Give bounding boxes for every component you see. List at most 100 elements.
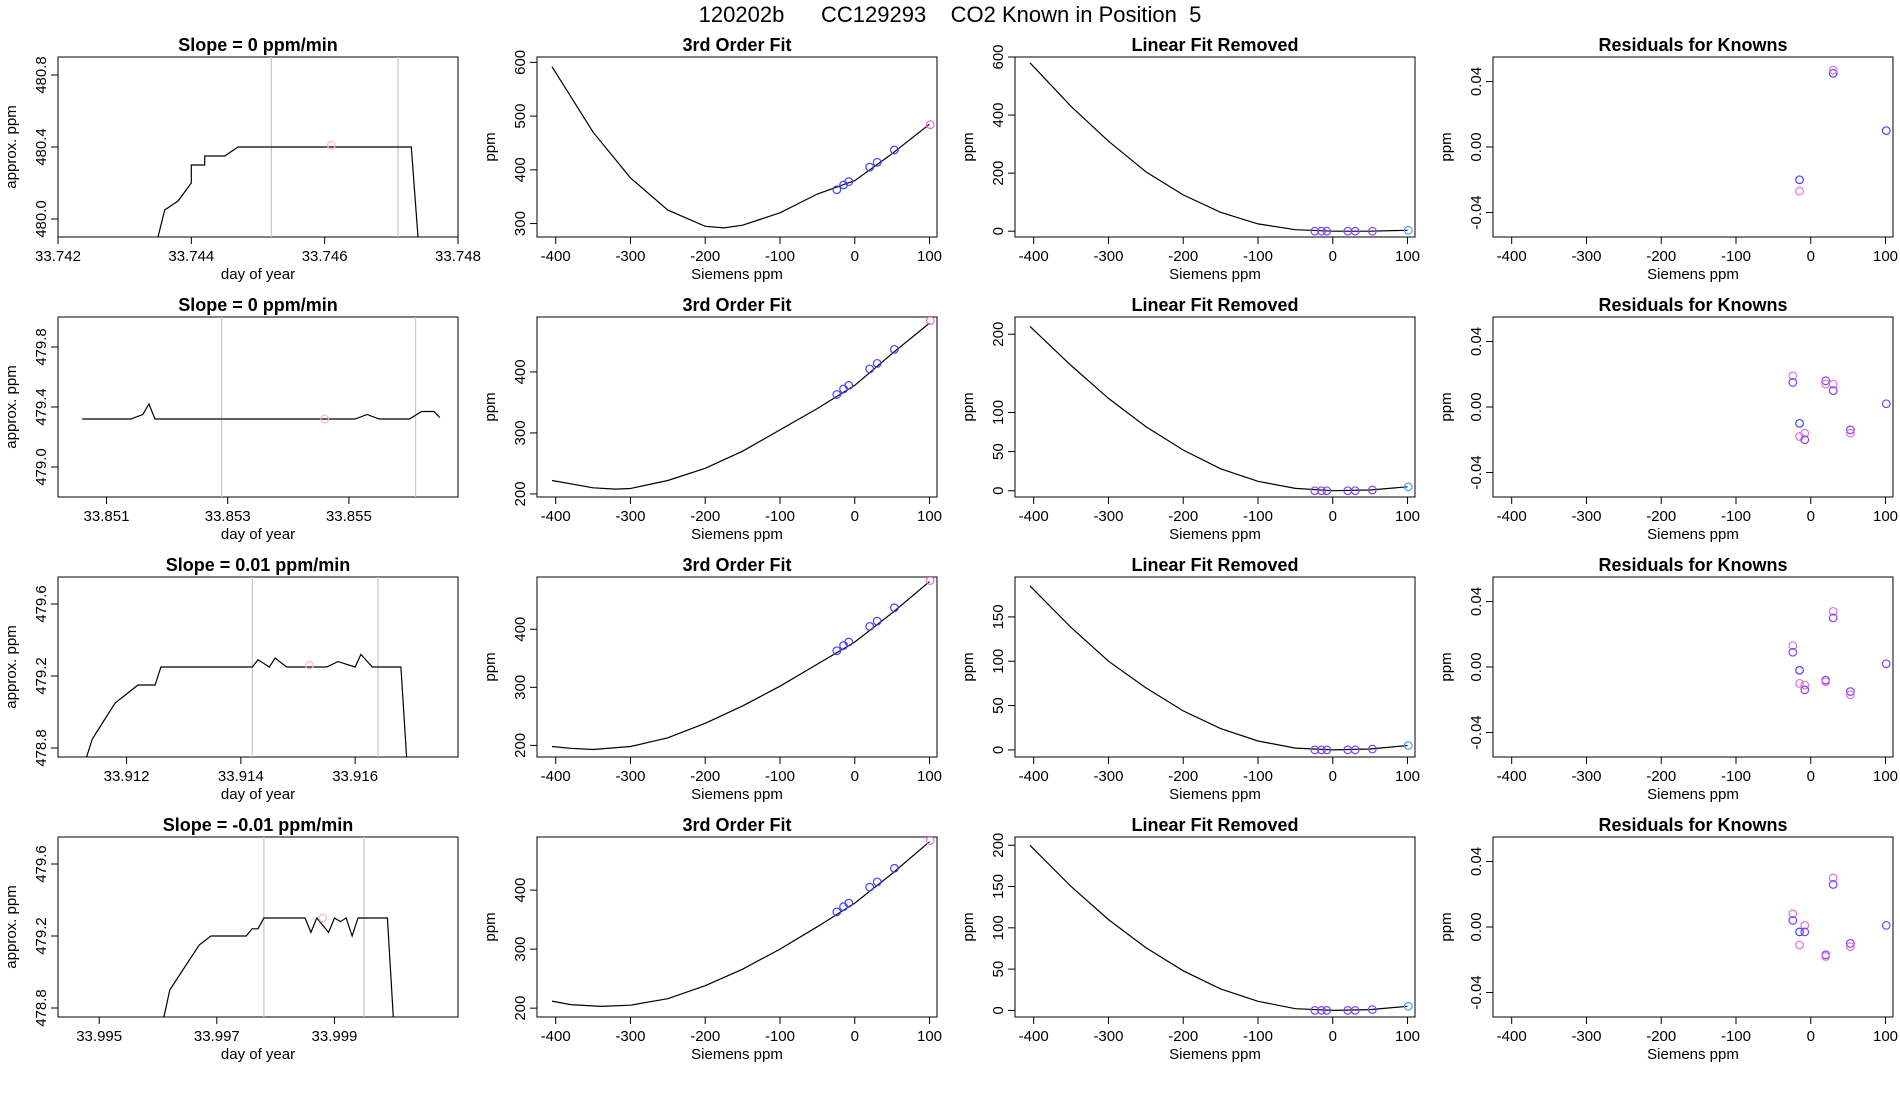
x-tick-label: -400 [541, 508, 571, 525]
x-tick-label: 33.997 [194, 1028, 240, 1045]
x-tick-label: -200 [1646, 768, 1676, 785]
panel-1: Slope = 0 ppm/min 33.742 33.744 33.746 33.74… [3, 35, 481, 283]
x-tick-label: -100 [1721, 768, 1751, 785]
x-tick-label: -300 [1571, 248, 1601, 265]
data-point [1800, 920, 1810, 930]
data-point [1322, 745, 1332, 755]
data-point [318, 913, 328, 923]
plot-area [551, 577, 935, 751]
data-point [1310, 1005, 1320, 1015]
data-point [1795, 927, 1804, 937]
panel-8: Residuals for Knowns -400 -300 -200 -100 0 100… [1438, 295, 1898, 543]
data-point [832, 185, 842, 195]
x-tick-label: -100 [1243, 1028, 1273, 1045]
y-axis-label: ppm [960, 652, 977, 681]
panel-title: Residuals for Knowns [1598, 815, 1787, 835]
y-tick-label: 200 [990, 833, 1007, 858]
data-point [1403, 1001, 1413, 1011]
y-tick-label: 480.4 [33, 128, 50, 166]
x-axis-label: day of year [221, 526, 295, 543]
panel-5: Slope = 0 ppm/min 33.851 33.853 33.855 479.0… [3, 295, 459, 543]
data-point [1845, 690, 1855, 700]
plot-frame [1014, 836, 1416, 1018]
y-tick-label: 400 [512, 617, 529, 642]
y-tick-label: 0.00 [1468, 132, 1485, 161]
data-point [1828, 386, 1838, 396]
panel-title: Slope = 0 ppm/min [178, 35, 338, 55]
x-tick-label: -300 [1571, 768, 1601, 785]
plot-area [551, 837, 935, 1008]
panel-title: Linear Fit Removed [1131, 815, 1298, 835]
y-tick-label: -0.04 [1468, 975, 1485, 1009]
y-tick-label: 50 [990, 697, 1007, 714]
data-point [844, 177, 854, 187]
plot-area [551, 317, 935, 490]
series-line [82, 402, 441, 420]
panel-title: Linear Fit Removed [1131, 35, 1298, 55]
plot-area [157, 57, 419, 237]
y-tick-label: 0 [990, 746, 1007, 754]
data-point [925, 577, 935, 585]
y-tick-label: 0.04 [1468, 327, 1485, 356]
data-point [1845, 428, 1855, 438]
y-tick-label: 479.2 [33, 917, 50, 955]
panel-title: 3rd Order Fit [682, 35, 791, 55]
x-tick-label: -100 [765, 248, 795, 265]
data-point [1788, 916, 1798, 925]
y-axis-label: ppm [1438, 652, 1455, 681]
x-tick-label: -300 [1093, 1028, 1123, 1045]
x-axis-label: Siemens ppm [1647, 266, 1739, 283]
data-point [1800, 680, 1810, 690]
x-tick-label: -200 [1168, 768, 1198, 785]
x-tick-label: 33.746 [302, 248, 348, 265]
data-point [1322, 1005, 1332, 1015]
x-tick-label: 33.855 [326, 508, 372, 525]
data-point [305, 660, 314, 670]
y-tick-label: 150 [990, 874, 1007, 899]
x-tick-label: -100 [1243, 768, 1273, 785]
data-point [1795, 665, 1804, 675]
panel-title: Residuals for Knowns [1598, 35, 1787, 55]
x-tick-label: 0 [851, 1028, 859, 1045]
panel-title: 3rd Order Fit [682, 295, 791, 315]
data-point [1317, 486, 1326, 496]
plot-area [1029, 325, 1413, 496]
series-line [1029, 62, 1408, 232]
x-tick-label: 100 [1395, 768, 1420, 785]
data-point [1788, 647, 1798, 657]
y-tick-label: 478.8 [33, 989, 50, 1027]
x-tick-label: -300 [1571, 508, 1601, 525]
x-tick-label: 100 [1395, 1028, 1420, 1045]
x-tick-label: 33.748 [435, 248, 481, 265]
plot-frame [536, 836, 938, 1018]
data-point [1881, 659, 1891, 669]
data-point [1350, 1005, 1360, 1015]
y-tick-label: 400 [990, 103, 1007, 128]
y-tick-label: 479.6 [33, 845, 50, 883]
x-tick-label: -200 [690, 508, 720, 525]
data-point [1828, 873, 1838, 883]
x-tick-label: -200 [690, 768, 720, 785]
data-point [1800, 428, 1810, 438]
y-tick-label: 479.6 [33, 585, 50, 623]
y-tick-label: 200 [512, 996, 529, 1021]
panel-13: Slope = -0.01 ppm/min 33.995 33.997 33.999 4… [3, 815, 459, 1063]
series-line [1029, 325, 1408, 492]
data-point [1881, 920, 1891, 930]
data-point [1845, 425, 1855, 435]
data-point [1800, 435, 1810, 445]
y-axis-label: ppm [960, 912, 977, 941]
series-line [163, 916, 394, 1017]
y-tick-label: 300 [512, 420, 529, 445]
data-point [1317, 745, 1326, 755]
data-point [326, 140, 336, 150]
x-tick-label: -100 [765, 508, 795, 525]
data-point [1317, 1005, 1326, 1015]
y-tick-label: 300 [512, 675, 529, 700]
x-axis-label: day of year [221, 786, 295, 803]
data-point [1310, 745, 1320, 755]
x-tick-label: 100 [917, 508, 942, 525]
panel-title: 3rd Order Fit [682, 555, 791, 575]
data-point [844, 380, 854, 390]
data-point [1881, 126, 1891, 136]
